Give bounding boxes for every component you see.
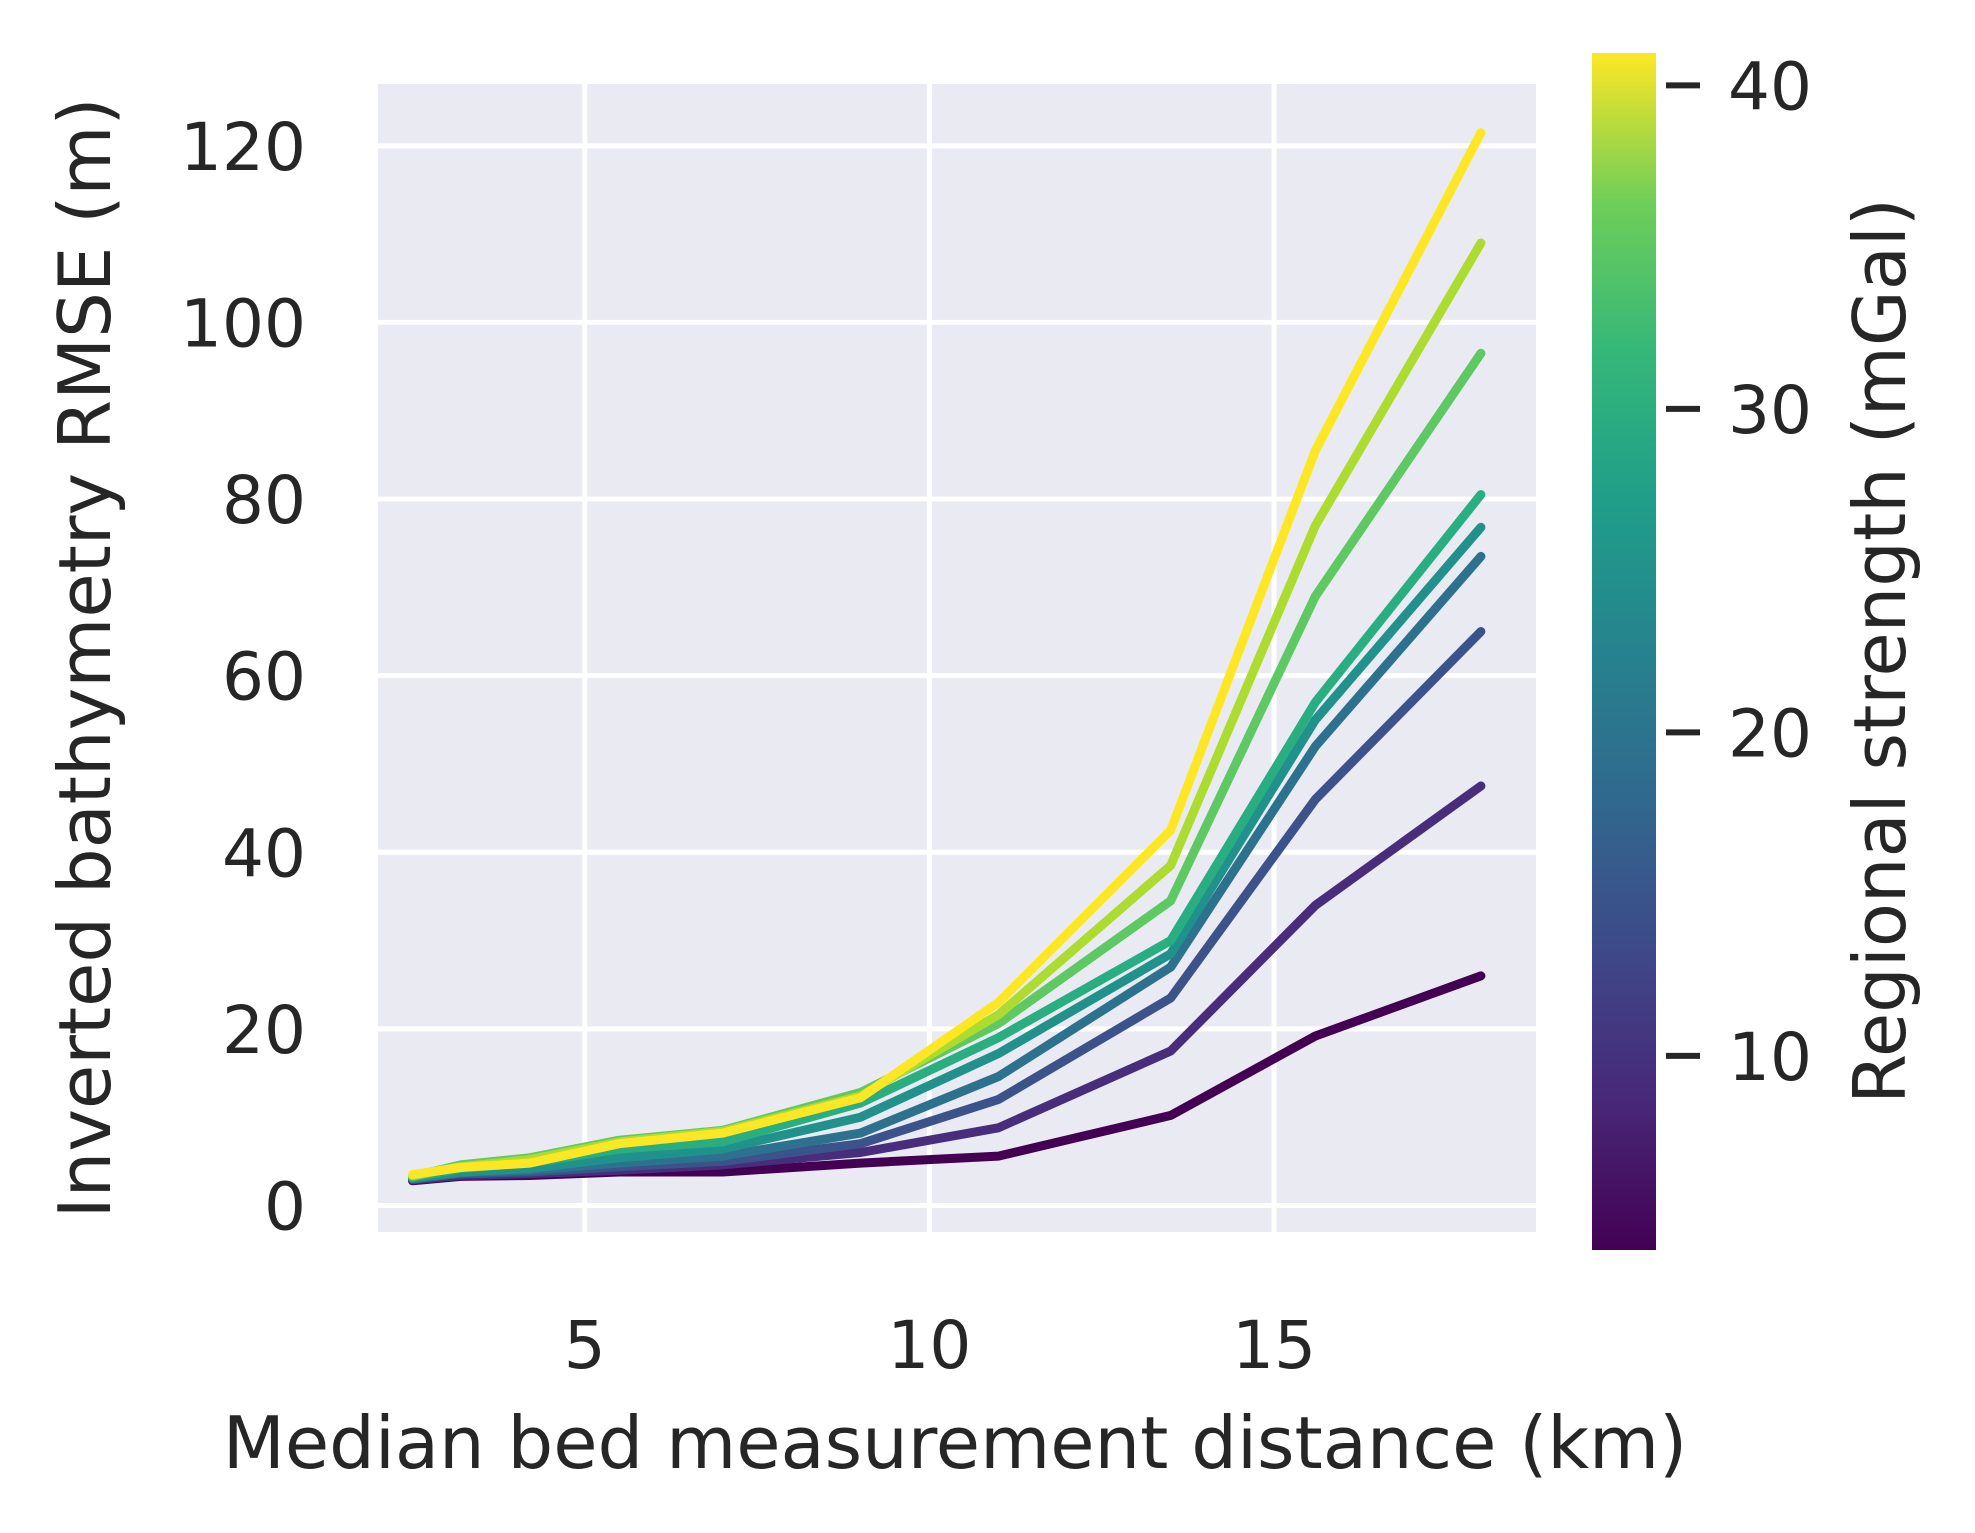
colorbar-tick-label: 40 [1728,48,1812,125]
colorbar-tick-label: 20 [1728,695,1812,772]
colorbar-gradient [1592,53,1656,1250]
grid [378,84,1536,1232]
y-tick-label: 60 [222,639,306,716]
y-axis-title: Inverted bathymetry RMSE (m) [43,97,127,1218]
colorbar-tick-label: 10 [1728,1019,1812,1096]
y-tick-label: 120 [180,109,306,186]
colorbar: 10 20 30 40 Regional strength (mGal) [1592,48,1922,1250]
y-tick-label: 80 [222,462,306,539]
x-axis-ticks: 5 10 15 [564,1307,1316,1384]
x-axis-title: Median bed measurement distance (km) [223,1401,1688,1485]
colorbar-tick-label: 30 [1728,372,1812,449]
x-tick-label: 15 [1232,1307,1316,1384]
series-line-9 [408,128,1486,1180]
y-axis-ticks: 0 20 40 60 80 100 120 [180,109,306,1246]
y-tick-label: 20 [222,992,306,1069]
colorbar-ticks: 10 20 30 40 [1666,48,1812,1096]
y-tick-label: 0 [264,1169,306,1246]
y-tick-label: 40 [222,815,306,892]
colorbar-title: Regional strength (mGal) [1838,198,1922,1104]
x-tick-label: 10 [887,1307,971,1384]
y-tick-label: 100 [180,285,306,362]
series-lines [408,128,1486,1186]
x-tick-label: 5 [564,1307,606,1384]
